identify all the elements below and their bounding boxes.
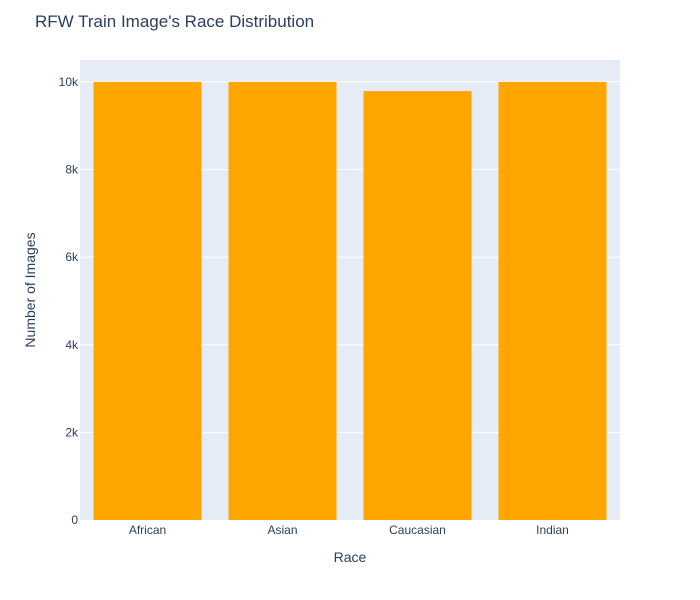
y-tick-label: 4k bbox=[65, 338, 79, 352]
x-tick-labels: African Asian Caucasian Indian bbox=[129, 523, 569, 537]
x-tick-label: Indian bbox=[536, 523, 569, 537]
y-axis-title: Number of Images bbox=[22, 232, 38, 347]
bar-caucasian[interactable] bbox=[363, 91, 472, 520]
bar-african[interactable] bbox=[93, 81, 202, 521]
bars bbox=[93, 81, 607, 521]
y-tick-labels: 0 2k 4k 6k 8k 10k bbox=[59, 75, 79, 527]
y-tick-label: 6k bbox=[65, 250, 79, 264]
bar-asian[interactable] bbox=[228, 81, 337, 521]
y-tick-label: 8k bbox=[65, 163, 79, 177]
chart-title: RFW Train Image's Race Distribution bbox=[35, 12, 315, 31]
x-tick-label: African bbox=[129, 523, 166, 537]
y-tick-label: 10k bbox=[59, 75, 79, 89]
x-tick-label: Asian bbox=[267, 523, 297, 537]
bar-indian[interactable] bbox=[498, 81, 607, 521]
x-axis-title: Race bbox=[334, 549, 367, 565]
x-tick-label: Caucasian bbox=[389, 523, 446, 537]
y-tick-label: 2k bbox=[65, 425, 79, 439]
y-tick-label: 0 bbox=[71, 513, 78, 527]
